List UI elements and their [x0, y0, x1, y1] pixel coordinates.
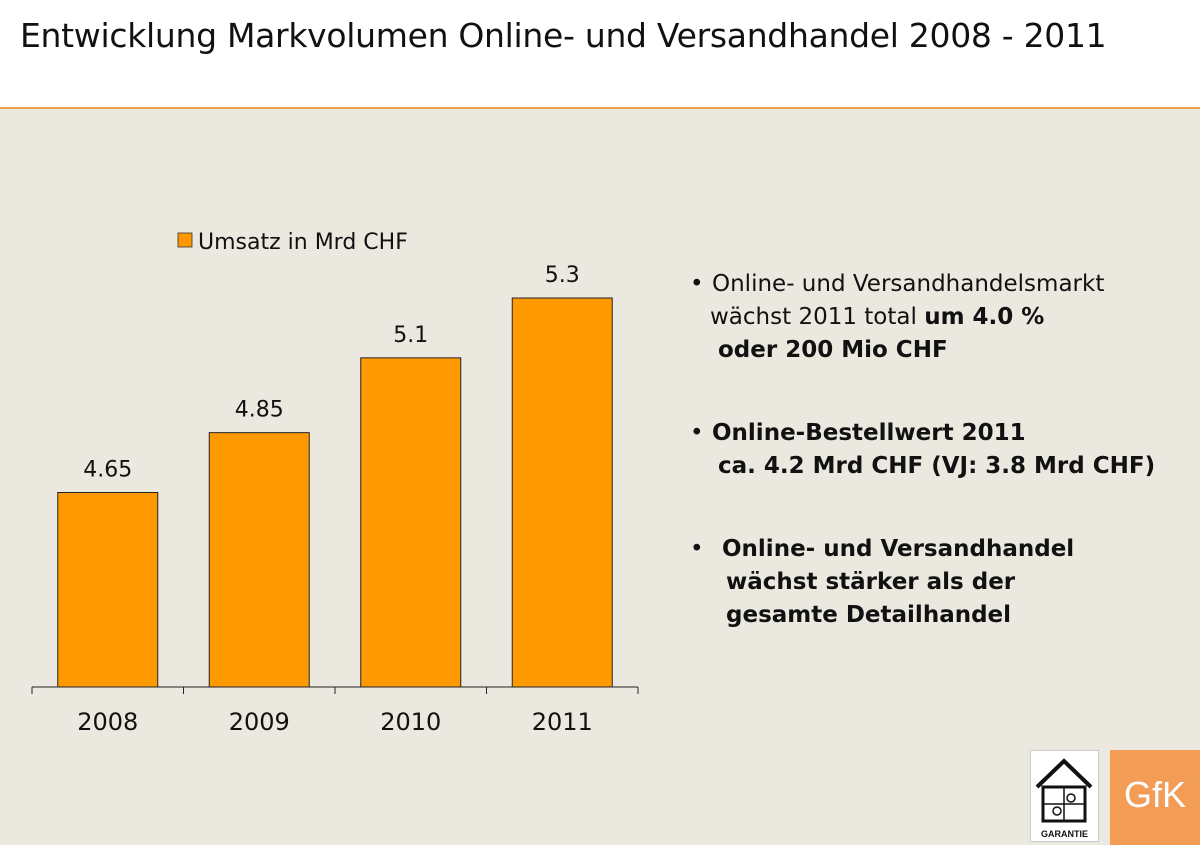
- x-tick-label-2008: 2008: [77, 708, 138, 736]
- bullet-item-order-value: • Online-Bestellwert 2011 ca. 4.2 Mrd CH…: [690, 417, 1195, 483]
- legend-swatch: [177, 232, 193, 248]
- bullet-marker: •: [690, 420, 704, 446]
- x-tick-label-2011: 2011: [532, 708, 593, 736]
- bar-2011: [511, 297, 613, 688]
- bullet-item-comparison: • Online- und Versandhandel wächst stärk…: [690, 533, 1195, 632]
- bar-chart: Umsatz in Mrd CHF 4.65 2008 4.85 2009 5.1 2010…: [31, 230, 639, 736]
- bullet-marker: •: [690, 536, 704, 562]
- bullet-text-part: wächst 2011 total: [710, 304, 917, 330]
- bullet-text: ca. 4.2 Mrd CHF (VJ: 3.8 Mrd CHF): [718, 453, 1156, 479]
- house-icon: [1035, 758, 1093, 823]
- gfk-logo: GfK: [1110, 750, 1200, 845]
- bullet-emphasis: um 4.0 %: [924, 304, 1045, 330]
- bullet-marker: •: [690, 271, 704, 297]
- bullet-text: Online- und Versandhandel: [722, 536, 1075, 562]
- data-label-2010: 5.1: [393, 323, 428, 348]
- data-label-2008: 4.65: [83, 458, 132, 483]
- bullet-text: wächst 2011 total um 4.0 %: [690, 301, 1195, 334]
- bullet-text: oder 200 Mio CHF: [718, 337, 948, 363]
- bullet-list: • Online- und Versandhandelsmarkt wächst…: [690, 268, 1195, 682]
- garantie-logo: GARANTIE: [1030, 750, 1099, 842]
- bullet-item-growth: • Online- und Versandhandelsmarkt wächst…: [690, 268, 1195, 367]
- garantie-logo-label: GARANTIE: [1041, 829, 1088, 839]
- bar-2008: [57, 492, 159, 688]
- bullet-text: Online-Bestellwert 2011: [712, 420, 1026, 446]
- content-panel: Umsatz in Mrd CHF 4.65 2008 4.85 2009 5.1 2010…: [0, 109, 1200, 845]
- slide-header: Entwicklung Markvolumen Online- und Vers…: [0, 0, 1200, 109]
- data-label-2011: 5.3: [545, 263, 580, 288]
- slide-title: Entwicklung Markvolumen Online- und Vers…: [20, 16, 1107, 55]
- x-tick-label-2010: 2010: [380, 708, 441, 736]
- data-label-2009: 4.85: [235, 398, 284, 423]
- bullet-text: wächst stärker als der: [726, 569, 1016, 595]
- bullet-text: gesamte Detailhandel: [726, 602, 1012, 628]
- legend-label: Umsatz in Mrd CHF: [198, 230, 408, 255]
- bar-2010: [360, 357, 462, 688]
- x-tick-label-2009: 2009: [229, 708, 290, 736]
- gfk-logo-label: GfK: [1123, 774, 1186, 815]
- bullet-text: Online- und Versandhandelsmarkt: [712, 271, 1105, 297]
- bar-2009: [208, 432, 310, 688]
